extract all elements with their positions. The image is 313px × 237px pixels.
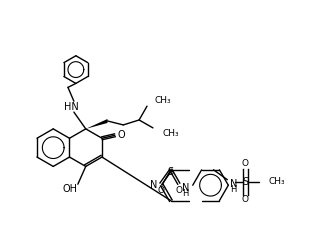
Text: N: N [182,183,189,193]
Text: S: S [242,177,248,187]
Text: O: O [118,130,126,140]
Text: HN: HN [64,102,78,112]
Text: S: S [168,167,174,177]
Text: CH₃: CH₃ [155,96,172,105]
Text: O: O [242,195,249,204]
Text: H: H [230,185,237,194]
Polygon shape [86,119,107,129]
Text: OH: OH [62,184,77,194]
Text: O: O [175,186,182,195]
Text: N: N [150,180,157,190]
Text: O: O [242,159,249,168]
Text: H: H [182,189,189,198]
Text: N: N [230,179,238,189]
Text: CH₃: CH₃ [163,129,179,138]
Text: CH₃: CH₃ [269,177,285,186]
Text: O: O [157,186,164,195]
